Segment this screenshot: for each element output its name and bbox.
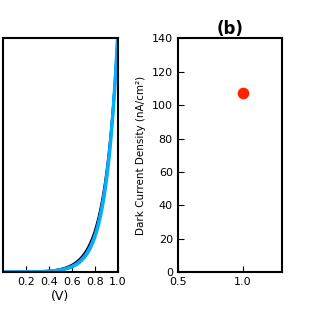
Point (240, 91, 245, 96)
Text: (b): (b) (217, 20, 244, 38)
Y-axis label: Dark Current Density (nA/cm²): Dark Current Density (nA/cm²) (136, 76, 146, 235)
X-axis label: (V): (V) (51, 290, 69, 303)
